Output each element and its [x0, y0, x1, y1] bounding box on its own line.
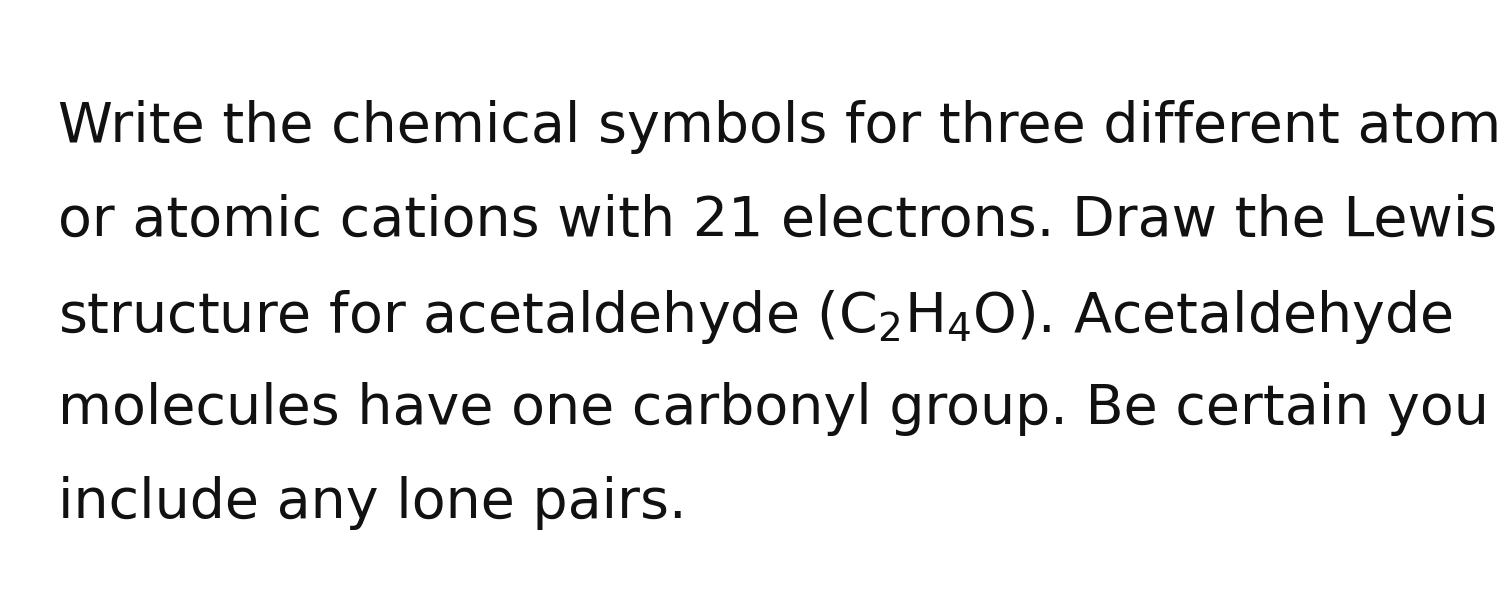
Text: molecules have one carbonyl group. Be certain you: molecules have one carbonyl group. Be ce…: [58, 382, 1490, 436]
Text: or atomic cations with 21 electrons. Draw the Lewis: or atomic cations with 21 electrons. Dra…: [58, 194, 1497, 248]
Text: structure for acetaldehyde (C$_2$H$_4$O). Acetaldehyde: structure for acetaldehyde (C$_2$H$_4$O)…: [58, 288, 1454, 346]
Text: include any lone pairs.: include any lone pairs.: [58, 476, 687, 530]
Text: Write the chemical symbols for three different atoms: Write the chemical symbols for three dif…: [58, 100, 1500, 154]
